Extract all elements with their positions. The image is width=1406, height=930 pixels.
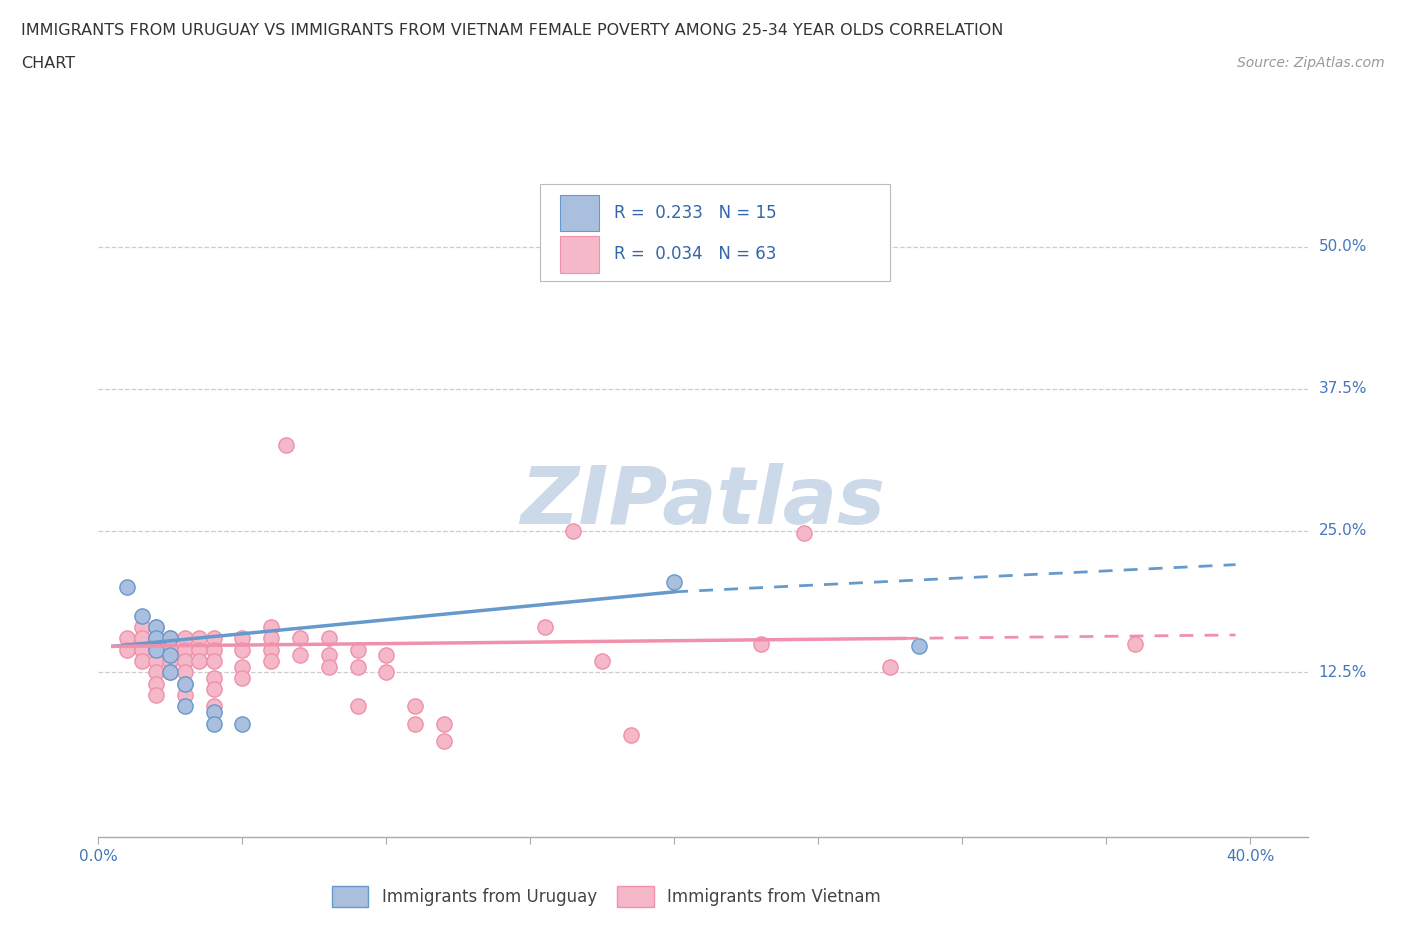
Text: IMMIGRANTS FROM URUGUAY VS IMMIGRANTS FROM VIETNAM FEMALE POVERTY AMONG 25-34 YE: IMMIGRANTS FROM URUGUAY VS IMMIGRANTS FR… [21, 23, 1004, 38]
Point [145, 643, 167, 658]
Point [202, 671, 225, 685]
Point [260, 643, 283, 658]
Point [159, 631, 181, 645]
Point [231, 659, 253, 674]
Point [145, 619, 167, 634]
Point [288, 648, 311, 663]
Point [202, 654, 225, 669]
Point [188, 643, 211, 658]
Point [664, 574, 686, 589]
Point [318, 648, 340, 663]
Point [260, 619, 283, 634]
Point [231, 631, 253, 645]
Text: 25.0%: 25.0% [1319, 523, 1367, 538]
Point [318, 659, 340, 674]
Legend: Immigrants from Uruguay, Immigrants from Vietnam: Immigrants from Uruguay, Immigrants from… [323, 878, 889, 916]
Point [188, 654, 211, 669]
Point [131, 608, 153, 623]
Point [591, 654, 613, 669]
Point [145, 654, 167, 669]
Point [318, 631, 340, 645]
Text: CHART: CHART [21, 56, 75, 71]
FancyBboxPatch shape [561, 194, 599, 232]
Text: 12.5%: 12.5% [1319, 665, 1367, 680]
Point [749, 637, 772, 652]
Point [404, 716, 426, 731]
Point [145, 631, 167, 645]
Point [173, 676, 195, 691]
Point [260, 654, 283, 669]
Point [274, 438, 297, 453]
Point [404, 699, 426, 714]
Point [202, 699, 225, 714]
Point [433, 716, 456, 731]
Point [879, 659, 901, 674]
Point [375, 648, 398, 663]
Point [231, 643, 253, 658]
Text: R =  0.233   N = 15: R = 0.233 N = 15 [613, 204, 776, 222]
Text: Source: ZipAtlas.com: Source: ZipAtlas.com [1237, 56, 1385, 70]
Point [145, 676, 167, 691]
Point [793, 525, 815, 540]
Point [115, 631, 138, 645]
Point [145, 619, 167, 634]
Point [145, 643, 167, 658]
Point [131, 631, 153, 645]
Point [173, 665, 195, 680]
Point [145, 665, 167, 680]
Point [173, 687, 195, 702]
Point [346, 643, 368, 658]
Point [159, 643, 181, 658]
Point [115, 580, 138, 595]
Point [1123, 637, 1146, 652]
Point [908, 639, 931, 654]
Point [131, 643, 153, 658]
FancyBboxPatch shape [540, 184, 890, 281]
Point [159, 654, 181, 669]
Point [173, 631, 195, 645]
Point [346, 699, 368, 714]
Point [202, 705, 225, 720]
Point [288, 631, 311, 645]
Point [131, 654, 153, 669]
FancyBboxPatch shape [561, 236, 599, 272]
Point [260, 631, 283, 645]
Point [202, 631, 225, 645]
Text: ZIPatlas: ZIPatlas [520, 463, 886, 541]
Text: 37.5%: 37.5% [1319, 381, 1367, 396]
Point [188, 631, 211, 645]
Point [562, 524, 585, 538]
Point [145, 631, 167, 645]
Text: R =  0.034   N = 63: R = 0.034 N = 63 [613, 246, 776, 263]
Point [346, 659, 368, 674]
Point [173, 654, 195, 669]
Point [620, 727, 643, 742]
Point [375, 665, 398, 680]
Point [231, 671, 253, 685]
Point [131, 619, 153, 634]
Text: 50.0%: 50.0% [1319, 239, 1367, 254]
Point [159, 665, 181, 680]
Point [115, 643, 138, 658]
Point [145, 687, 167, 702]
Point [159, 648, 181, 663]
Point [202, 716, 225, 731]
Point [173, 676, 195, 691]
Point [433, 733, 456, 748]
Point [202, 643, 225, 658]
Point [159, 631, 181, 645]
Point [231, 716, 253, 731]
Point [173, 699, 195, 714]
Point [202, 682, 225, 697]
Point [533, 619, 555, 634]
Point [173, 643, 195, 658]
Point [159, 665, 181, 680]
